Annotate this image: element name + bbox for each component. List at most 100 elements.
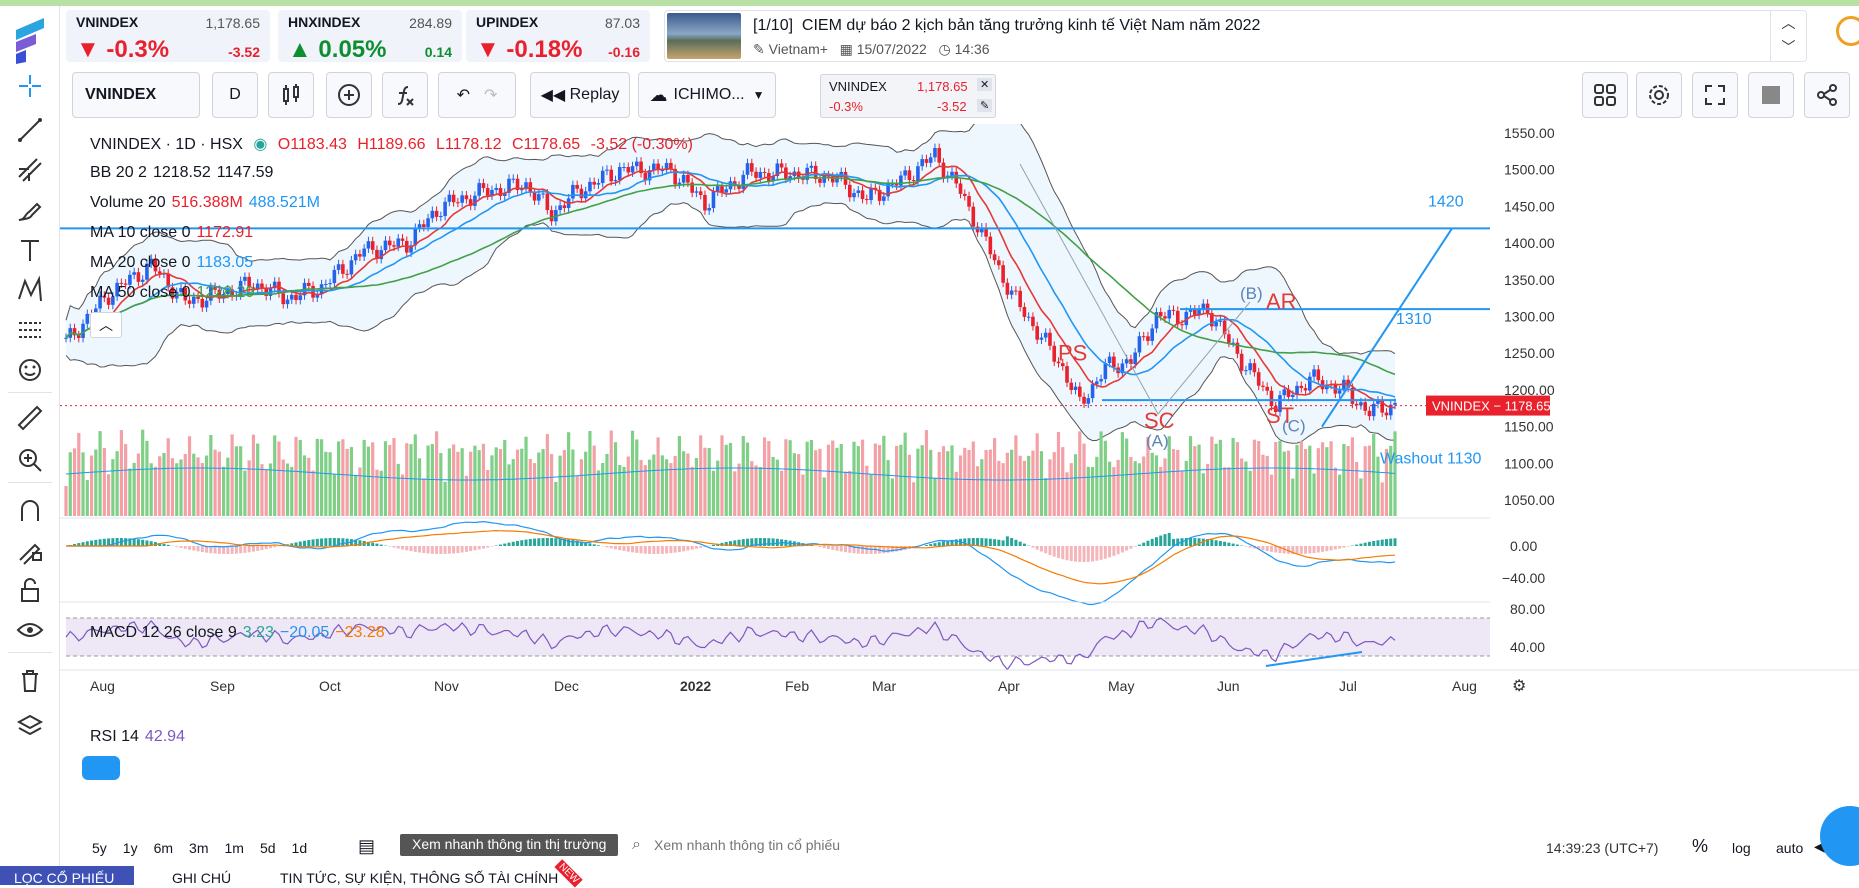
news-ticker[interactable]: [1/10] CIEM dự báo 2 kịch bản tăng trưởn… bbox=[664, 10, 1807, 62]
trend-line-icon[interactable] bbox=[10, 112, 50, 148]
compare-button[interactable] bbox=[326, 72, 372, 118]
volume-bar bbox=[559, 456, 562, 516]
volume-bar bbox=[997, 461, 1000, 516]
interval-button[interactable]: D bbox=[212, 72, 258, 118]
magnet-icon[interactable] bbox=[10, 492, 50, 528]
range-1m[interactable]: 1m bbox=[225, 840, 244, 856]
volume-bar bbox=[1312, 473, 1315, 516]
macd-histogram-bar bbox=[1338, 546, 1341, 549]
pattern-tool-icon[interactable] bbox=[10, 272, 50, 308]
index-card-hnxindex[interactable]: HNXINDEX 284.89 ▲ 0.05% 0.14 bbox=[278, 10, 462, 62]
prediction-tool-icon[interactable] bbox=[10, 312, 50, 348]
tab-notes[interactable]: GHI CHÚ bbox=[172, 870, 231, 886]
text-tool-icon[interactable] bbox=[10, 232, 50, 268]
market-overview-button[interactable]: Xem nhanh thông tin thị trường bbox=[400, 834, 618, 856]
volume-bar bbox=[409, 444, 412, 516]
index-card-upindex[interactable]: UPINDEX 87.03 ▼ -0.18% -0.16 bbox=[466, 10, 650, 62]
settings-button[interactable] bbox=[1636, 72, 1682, 118]
fullscreen-button[interactable] bbox=[1692, 72, 1738, 118]
tab-stock-filter[interactable]: LỌC CỔ PHIẾU bbox=[0, 866, 134, 885]
redo-icon[interactable]: ↷ bbox=[484, 85, 497, 105]
volume-bar bbox=[128, 469, 131, 516]
news-title[interactable]: [1/10] CIEM dự báo 2 kịch bản tăng trưởn… bbox=[753, 17, 1260, 35]
log-toggle[interactable]: log bbox=[1732, 840, 1751, 856]
auto-toggle[interactable]: auto bbox=[1776, 840, 1803, 856]
zoom-in-icon[interactable] bbox=[10, 442, 50, 478]
candle-body bbox=[925, 159, 929, 163]
macd-histogram-bar bbox=[303, 541, 306, 546]
volume-bar bbox=[1219, 440, 1222, 516]
macd-histogram-bar bbox=[993, 539, 996, 546]
symbol-search-button[interactable]: VNINDEX bbox=[72, 72, 200, 118]
volume-bar bbox=[486, 470, 489, 516]
close-icon[interactable]: ✕ bbox=[977, 78, 992, 91]
volume-bar bbox=[1142, 456, 1145, 516]
sun-icon[interactable] bbox=[1836, 16, 1859, 46]
macd-histogram-bar bbox=[422, 546, 425, 553]
chevron-up-icon[interactable]: ︿ bbox=[1771, 11, 1806, 35]
volume-bar bbox=[605, 454, 608, 516]
candle-body bbox=[971, 207, 975, 227]
share-button[interactable] bbox=[1804, 72, 1850, 118]
macd-histogram-bar bbox=[1215, 540, 1218, 546]
edit-icon[interactable]: ✎ bbox=[977, 99, 992, 112]
macd-histogram-bar bbox=[405, 546, 408, 550]
tab-news-events[interactable]: TIN TỨC, SỰ KIỆN, THÔNG SỐ TÀI CHÍNH bbox=[280, 870, 558, 886]
candle-type-button[interactable] bbox=[268, 72, 314, 118]
calendar-range-icon[interactable]: ▤ bbox=[358, 836, 375, 857]
range-5d[interactable]: 5d bbox=[260, 840, 276, 856]
unlock-icon[interactable] bbox=[10, 572, 50, 608]
volume-bar bbox=[162, 453, 165, 516]
label-sc: SC bbox=[1144, 408, 1175, 433]
layout-button[interactable] bbox=[1582, 72, 1628, 118]
indicators-button[interactable] bbox=[382, 72, 428, 118]
macd-histogram-bar bbox=[1325, 546, 1328, 551]
index-card-vnindex[interactable]: VNINDEX 1,178.65 ▼ -0.3% -3.52 bbox=[66, 10, 270, 62]
emoji-icon[interactable] bbox=[10, 352, 50, 388]
trash-icon[interactable] bbox=[10, 662, 50, 698]
range-5y[interactable]: 5y bbox=[92, 840, 107, 856]
lock-drawing-icon[interactable] bbox=[10, 532, 50, 568]
chart-type-dropdown[interactable]: ☁ICHIMO...▼ bbox=[638, 72, 776, 118]
ruler-icon[interactable] bbox=[10, 400, 50, 436]
candle-body bbox=[499, 188, 503, 196]
volume-bar bbox=[1091, 467, 1094, 516]
layers-icon[interactable] bbox=[10, 708, 50, 744]
candle-body bbox=[618, 167, 622, 180]
undo-icon[interactable]: ↶ bbox=[457, 85, 470, 105]
macd-histogram-bar bbox=[418, 546, 421, 553]
volume-bar bbox=[303, 455, 306, 516]
range-6m[interactable]: 6m bbox=[154, 840, 173, 856]
replay-button[interactable]: ◀◀ Replay bbox=[530, 72, 630, 118]
volume-bar bbox=[1240, 458, 1243, 516]
range-1y[interactable]: 1y bbox=[123, 840, 138, 856]
mini-quote-widget[interactable]: VNINDEX 1,178.65 -0.3% -3.52 ✕ ✎ bbox=[820, 74, 996, 118]
candle-body bbox=[384, 241, 388, 251]
chevron-down-icon[interactable]: ﹀ bbox=[1771, 35, 1806, 59]
eye-icon[interactable] bbox=[10, 612, 50, 648]
macd-histogram-bar bbox=[772, 538, 775, 546]
volume-bar bbox=[737, 464, 740, 516]
stock-search-input[interactable] bbox=[654, 834, 1054, 856]
fib-tool-icon[interactable] bbox=[10, 152, 50, 188]
macd-histogram-bar bbox=[1266, 546, 1269, 551]
crosshair-icon[interactable] bbox=[10, 68, 50, 104]
volume-bar bbox=[290, 467, 293, 516]
app-logo-icon[interactable] bbox=[14, 16, 48, 66]
range-1d[interactable]: 1d bbox=[292, 840, 308, 856]
volume-bar bbox=[422, 478, 425, 516]
range-3m[interactable]: 3m bbox=[189, 840, 208, 856]
macd-histogram-bar bbox=[618, 546, 621, 550]
volume-bar bbox=[541, 449, 544, 516]
macd-histogram-bar bbox=[1236, 545, 1239, 546]
snapshot-button[interactable] bbox=[1748, 72, 1794, 118]
macd-histogram-bar bbox=[94, 540, 97, 546]
percent-toggle[interactable]: % bbox=[1692, 836, 1708, 857]
candle-body bbox=[1393, 403, 1397, 405]
macd-histogram-bar bbox=[640, 546, 643, 553]
brush-icon[interactable] bbox=[10, 192, 50, 228]
collapse-legend-button[interactable]: ︿ bbox=[90, 312, 122, 338]
volume-bar bbox=[921, 445, 924, 516]
macd-histogram-bar bbox=[180, 546, 183, 548]
